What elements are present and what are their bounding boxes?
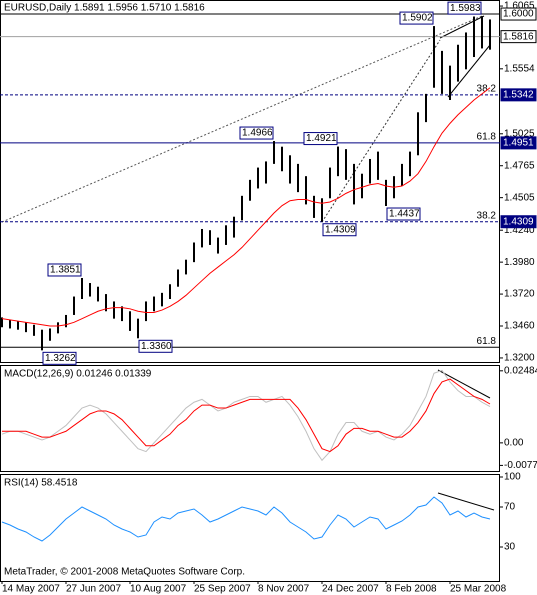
y-tick-label: 1.3200 — [504, 353, 535, 364]
level-label: 1.4309 — [503, 216, 534, 227]
y-tick-label: 0.00 — [504, 438, 524, 449]
y-tick-label: 70 — [504, 502, 516, 513]
y-tick-label: 1.3720 — [504, 289, 535, 300]
fib-label: 61.8 — [477, 336, 497, 347]
fib-label: 61.8 — [477, 132, 497, 143]
price-callout — [42, 351, 77, 365]
price-callout — [399, 11, 434, 25]
y-tick-label: 1.4240 — [504, 225, 535, 236]
price-callout — [47, 263, 82, 277]
y-tick-label: 1.3460 — [504, 321, 535, 332]
x-tick-label: 27 Jun 2007 — [66, 584, 121, 595]
y-tick-label: -0.00777 — [504, 460, 537, 471]
callout-label: 1.4921 — [306, 133, 337, 144]
callout-label: 1.4309 — [325, 224, 356, 235]
y-tick-label: 1.5554 — [504, 63, 535, 74]
channel-line — [447, 44, 491, 98]
price-callout — [447, 1, 482, 15]
footer: MetaTrader, © 2001-2008 MetaQuotes Softw… — [4, 567, 245, 578]
rsi-panel — [0, 474, 500, 582]
level-label: 1.5342 — [503, 89, 534, 100]
x-tick-label: 25 Sep 2007 — [194, 584, 251, 595]
level-box — [500, 215, 537, 229]
y-tick-label: 1.3980 — [504, 257, 535, 268]
y-tick-label: 1.4505 — [504, 192, 535, 203]
indicator-line — [2, 378, 491, 453]
callout-label: 1.3262 — [45, 353, 76, 364]
callout-label: 1.5902 — [402, 13, 433, 24]
callout-label: 1.4966 — [242, 128, 273, 139]
price-callout — [239, 126, 274, 140]
panel-title: RSI(14) 58.4518 — [4, 478, 78, 489]
price-callout — [303, 132, 338, 146]
y-tick-label: 1.4765 — [504, 160, 535, 171]
y-tick-label: 0.02484 — [504, 365, 537, 376]
level-box — [500, 136, 537, 150]
price-callout — [386, 207, 421, 221]
y-tick-label: 1.5025 — [504, 128, 535, 139]
price-callout — [138, 339, 173, 353]
x-tick-label: 8 Nov 2007 — [258, 584, 310, 595]
x-tick-label: 8 Feb 2008 — [386, 584, 437, 595]
level-box — [500, 30, 537, 44]
header: EURUSD,Daily 1.5891 1.5956 1.5710 1.5816 — [4, 3, 205, 14]
divergence-line — [437, 369, 491, 399]
fib-label: 38.2 — [477, 210, 497, 221]
callout-label: 1.5983 — [450, 3, 481, 14]
callout-label: 1.3360 — [141, 341, 172, 352]
x-tick-label: 25 Mar 2008 — [450, 584, 507, 595]
panel-title: MACD(12,26,9) 0.01246 0.01339 — [4, 369, 152, 380]
macd-panel — [0, 365, 500, 472]
y-tick-label: 30 — [504, 542, 516, 553]
level-box — [500, 7, 537, 21]
trend-line — [1, 15, 483, 223]
price-callout — [322, 223, 357, 237]
callout-label: 1.4437 — [389, 209, 420, 220]
moving-average — [1, 87, 491, 327]
level-label: 1.6000 — [503, 9, 534, 20]
callout-label: 1.3851 — [50, 265, 81, 276]
y-tick-label: 100 — [504, 472, 521, 483]
channel-line — [439, 15, 485, 39]
level-label: 1.5816 — [503, 31, 534, 42]
main-panel — [0, 0, 500, 363]
indicator-line — [1, 496, 491, 542]
x-tick-label: 10 Aug 2007 — [130, 584, 187, 595]
level-label: 1.4951 — [503, 138, 534, 149]
y-tick-label: 1.6065 — [504, 1, 535, 12]
indicator-line — [1, 369, 491, 462]
x-tick-label: 24 Dec 2007 — [322, 584, 379, 595]
level-box — [500, 88, 537, 102]
x-tick-label: 14 May 2007 — [2, 584, 60, 595]
trend-line — [321, 39, 441, 223]
fib-label: 38.2 — [477, 83, 497, 94]
divergence-line — [437, 492, 495, 511]
